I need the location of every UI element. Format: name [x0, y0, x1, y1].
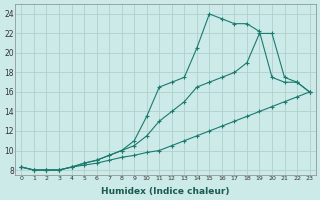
X-axis label: Humidex (Indice chaleur): Humidex (Indice chaleur): [101, 187, 230, 196]
